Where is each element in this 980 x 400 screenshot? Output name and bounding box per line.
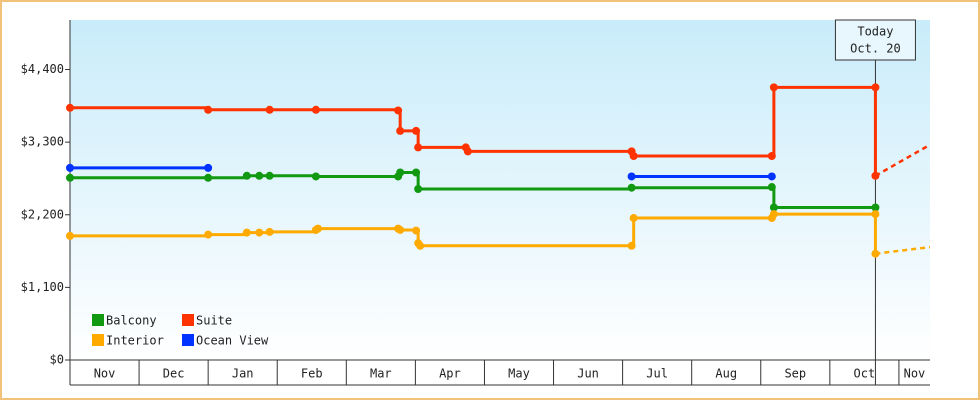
x-tick-label: Dec	[163, 367, 185, 381]
x-tick-label: Mar	[370, 367, 392, 381]
today-label: Today	[857, 25, 893, 39]
price-point	[66, 231, 74, 240]
price-point	[871, 171, 880, 180]
price-point	[463, 147, 472, 156]
x-tick-label: Feb	[301, 367, 323, 381]
price-point	[396, 225, 405, 234]
price-point	[414, 143, 423, 152]
price-point	[265, 171, 274, 180]
x-tick-label: Jan	[232, 367, 254, 381]
price-point	[871, 203, 880, 212]
x-tick-label: Jul	[646, 367, 668, 381]
x-tick-label: Nov	[904, 367, 926, 381]
y-tick-label: $4,400	[21, 62, 64, 76]
projection-line	[875, 245, 931, 255]
price-point	[627, 183, 636, 192]
price-point	[265, 105, 274, 114]
today-box	[834, 19, 916, 61]
price-point	[396, 126, 405, 135]
price-point	[769, 203, 778, 212]
price-point	[242, 228, 251, 237]
legend-label: Interior	[106, 334, 164, 348]
price-point	[767, 172, 776, 181]
x-tick-label: Sep	[784, 367, 806, 381]
price-point	[204, 173, 213, 182]
x-tick-label: Oct	[854, 367, 876, 381]
price-point	[412, 226, 421, 235]
price-point	[265, 227, 274, 236]
price-point	[416, 241, 425, 250]
price-point	[396, 168, 405, 177]
today-date: Oct. 20	[850, 42, 901, 56]
legend-swatch	[182, 334, 194, 346]
price-point	[627, 241, 636, 250]
x-axis-band	[70, 360, 930, 385]
legend-label: Ocean View	[196, 334, 269, 348]
price-point	[769, 83, 778, 92]
price-point	[204, 105, 213, 114]
price-point	[871, 210, 880, 219]
legend-label: Suite	[196, 314, 232, 328]
legend-swatch	[182, 314, 194, 326]
x-tick-label: Nov	[94, 367, 116, 381]
price-point	[66, 103, 74, 112]
legend-swatch	[92, 334, 104, 346]
price-point	[629, 152, 638, 160]
legend-swatch	[92, 314, 104, 326]
price-point	[767, 183, 776, 192]
price-point	[255, 228, 264, 237]
price-point	[255, 171, 264, 180]
price-point	[871, 249, 880, 258]
x-tick-label: Jun	[577, 367, 599, 381]
price-point	[769, 210, 778, 219]
y-tick-label: $1,100	[21, 280, 64, 294]
price-point	[629, 214, 638, 223]
price-point	[627, 172, 636, 181]
x-tick-label: Aug	[715, 367, 737, 381]
price-point	[871, 83, 880, 92]
price-point	[204, 230, 213, 239]
y-tick-label: $2,200	[21, 207, 64, 221]
x-tick-label: Apr	[439, 367, 461, 381]
x-tick-label: May	[508, 367, 530, 381]
y-tick-label: $3,300	[21, 135, 64, 149]
price-point	[311, 105, 320, 114]
price-point	[242, 171, 251, 180]
price-point	[412, 126, 421, 135]
price-point	[311, 172, 320, 181]
price-point	[313, 224, 322, 233]
price-point	[412, 168, 421, 177]
price-point	[66, 163, 74, 172]
projection-line	[874, 143, 931, 177]
legend-label: Balcony	[106, 314, 157, 328]
price-point	[394, 106, 403, 115]
price-point	[767, 152, 776, 160]
price-point	[204, 163, 213, 172]
price-point	[66, 173, 74, 182]
price-point	[414, 185, 423, 194]
y-tick-label: $0	[50, 353, 64, 367]
